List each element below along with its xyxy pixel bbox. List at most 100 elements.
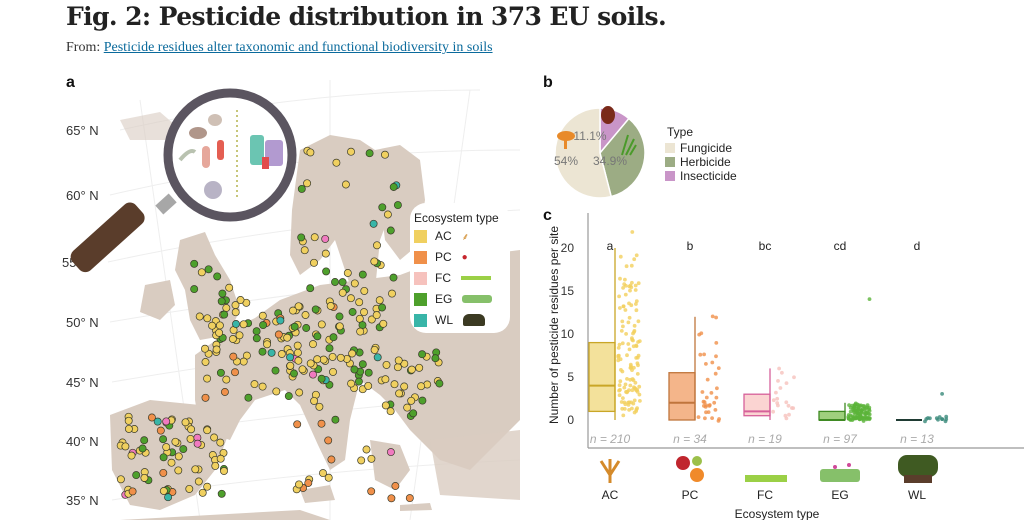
- data-point: [623, 292, 628, 297]
- data-point: [631, 331, 635, 336]
- site-marker: [391, 482, 400, 490]
- site-marker: [310, 258, 318, 267]
- site-marker: [244, 393, 253, 402]
- site-marker: [348, 349, 357, 358]
- data-point: [637, 384, 642, 389]
- site-marker: [415, 363, 424, 372]
- data-point: [627, 315, 632, 320]
- site-marker: [310, 396, 319, 405]
- mite-icon: [208, 114, 222, 126]
- data-point: [784, 381, 789, 385]
- site-marker: [274, 330, 283, 339]
- site-marker: [325, 344, 334, 353]
- site-marker: [159, 435, 168, 444]
- site-marker: [229, 352, 238, 361]
- data-point: [628, 383, 633, 388]
- site-marker: [381, 401, 390, 410]
- site-marker: [263, 340, 272, 349]
- site-marker: [364, 368, 373, 377]
- data-point: [714, 395, 719, 400]
- data-point: [618, 387, 622, 392]
- data-point: [771, 409, 775, 414]
- site-marker: [271, 366, 280, 375]
- data-point: [630, 368, 634, 372]
- site-marker: [293, 341, 302, 350]
- x-axis-label: Ecosystem type: [735, 507, 820, 520]
- data-point: [616, 354, 621, 358]
- site-marker: [387, 494, 396, 503]
- data-point: [635, 390, 640, 394]
- site-marker: [236, 296, 245, 304]
- site-marker: [311, 305, 320, 314]
- data-point: [622, 385, 627, 390]
- site-marker: [302, 324, 311, 332]
- legend-label: AC: [435, 229, 452, 243]
- site-marker: [283, 333, 292, 342]
- data-point: [623, 382, 628, 387]
- site-marker: [201, 393, 210, 402]
- box-pc: [668, 372, 696, 421]
- site-marker: [382, 360, 391, 369]
- data-point: [634, 299, 639, 303]
- data-point: [926, 416, 930, 420]
- site-marker: [403, 403, 412, 412]
- data-point: [776, 379, 780, 383]
- pie-slice-fungicide: [554, 107, 613, 199]
- site-marker: [313, 332, 322, 341]
- y-tick-label: 15: [561, 284, 575, 298]
- site-marker: [164, 493, 173, 502]
- data-point: [867, 297, 872, 301]
- site-marker: [372, 311, 381, 320]
- data-point: [856, 415, 861, 419]
- data-point: [623, 308, 628, 312]
- data-point: [786, 403, 791, 408]
- legend-item-eg: EG: [414, 291, 493, 307]
- data-point: [638, 399, 642, 403]
- site-marker: [179, 445, 188, 454]
- site-marker: [216, 438, 225, 447]
- sample-size-label: n = 34: [673, 432, 707, 446]
- site-marker: [367, 454, 376, 463]
- x-tick-label: EG: [831, 488, 848, 502]
- site-marker: [355, 298, 364, 307]
- data-point: [848, 413, 853, 418]
- tree-icon: [463, 314, 485, 326]
- data-point: [704, 395, 709, 400]
- data-point: [630, 388, 635, 393]
- site-marker: [194, 477, 203, 486]
- data-point: [627, 347, 632, 352]
- site-marker: [258, 311, 267, 320]
- legend-item-fc: FC: [414, 270, 491, 286]
- data-point: [703, 416, 707, 421]
- site-marker: [186, 434, 195, 443]
- site-marker: [203, 374, 212, 383]
- site-marker: [431, 354, 440, 363]
- site-marker: [258, 382, 267, 391]
- data-point: [632, 323, 637, 328]
- site-marker: [306, 148, 315, 157]
- data-point: [710, 314, 715, 319]
- data-point: [707, 404, 712, 408]
- site-marker: [239, 320, 248, 329]
- data-point: [848, 409, 853, 414]
- site-marker: [375, 296, 384, 305]
- site-marker: [370, 345, 379, 354]
- site-marker: [235, 331, 244, 340]
- data-point: [850, 403, 855, 408]
- site-marker: [362, 445, 371, 454]
- bacteria-icon: [202, 146, 210, 168]
- site-marker: [394, 356, 403, 365]
- site-marker: [190, 259, 199, 268]
- site-marker: [124, 416, 133, 425]
- site-marker: [338, 278, 347, 287]
- site-marker: [212, 345, 221, 354]
- box-eg: [818, 410, 846, 421]
- data-point: [714, 354, 718, 359]
- y-tick-label: 0: [567, 413, 574, 427]
- data-point: [623, 402, 628, 407]
- site-marker: [286, 353, 295, 362]
- beetle-icon: [601, 106, 615, 124]
- article-link[interactable]: Pesticide residues alter taxonomic and f…: [103, 40, 493, 55]
- site-marker: [360, 308, 368, 317]
- site-marker: [277, 350, 286, 358]
